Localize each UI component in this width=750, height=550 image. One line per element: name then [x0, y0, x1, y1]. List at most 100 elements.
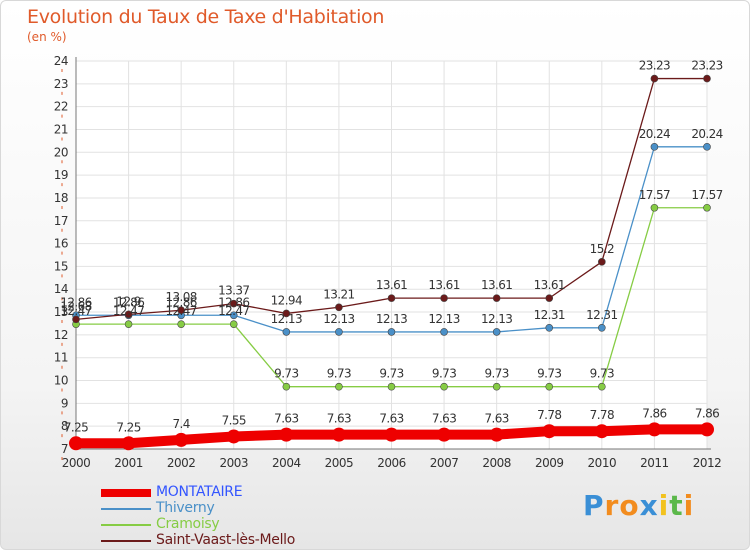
data-label: 12.47	[60, 304, 91, 318]
chart-unit-label: (en %)	[27, 30, 67, 44]
y-tick-label: 19	[54, 168, 68, 182]
x-tick-label: 2010	[588, 456, 617, 470]
data-point	[174, 432, 189, 447]
legend-label: Saint-Vaast-lès-Mello	[156, 532, 296, 548]
data-label: 7.78	[537, 408, 561, 422]
data-point	[700, 422, 714, 437]
data-point	[124, 310, 133, 319]
y-tick-label: 24	[54, 54, 68, 68]
data-label: 7.86	[695, 406, 719, 420]
data-point	[331, 427, 346, 442]
x-tick-label: 2008	[482, 456, 511, 470]
data-point	[440, 382, 448, 391]
data-label: 17.57	[691, 188, 722, 202]
data-point	[542, 424, 557, 439]
data-point	[177, 306, 185, 315]
data-label: 13.61	[481, 278, 512, 292]
data-point	[598, 382, 606, 391]
y-tick-label: 17	[54, 214, 68, 228]
data-point	[387, 382, 396, 391]
data-point	[387, 328, 396, 336]
y-tick-label: 13	[54, 305, 68, 319]
data-label: 12.47	[165, 304, 196, 318]
data-label: 9.73	[590, 367, 614, 381]
data-point	[650, 143, 659, 151]
data-point	[177, 320, 185, 328]
data-point	[69, 436, 83, 451]
y-tick-label: 11	[54, 351, 68, 365]
x-tick-label: 2003	[219, 456, 248, 470]
chart-title: Evolution du Taux de Taxe d'Habitation	[27, 6, 385, 28]
data-label: 9.73	[274, 367, 298, 381]
logo-letter: t	[669, 489, 684, 522]
data-point	[440, 328, 448, 336]
data-label: 7.25	[116, 420, 140, 434]
series-3	[72, 74, 711, 324]
data-point	[121, 436, 136, 451]
data-point	[72, 315, 80, 324]
y-tick-label: 10	[54, 374, 68, 388]
data-label: 12.47	[113, 304, 144, 318]
data-label: 12.68	[60, 299, 91, 313]
y-tick-label: 16	[54, 237, 68, 251]
x-tick-label: 2007	[430, 456, 459, 470]
data-labels: 12.86 12.86 12.86 12.86 12.13 12.13 12.13 12.13…	[60, 59, 723, 435]
data-point	[282, 309, 291, 318]
x-tick-label: 2004	[272, 456, 301, 470]
data-label: 12.47	[218, 304, 249, 318]
proxiti-logo: Proxiti	[583, 489, 694, 522]
legend-swatch	[101, 524, 151, 526]
data-label: 9.73	[379, 367, 403, 381]
data-label: 13.61	[534, 278, 565, 292]
x-tick-label: 2006	[377, 456, 406, 470]
y-tick-label: 21	[54, 122, 68, 136]
data-point	[282, 328, 291, 336]
y-tick-label: 15	[54, 259, 68, 273]
logo-letter: x	[639, 489, 659, 522]
data-label: 12.86	[60, 295, 91, 309]
legend-label: Cramoisy	[156, 516, 220, 532]
data-point	[335, 303, 343, 312]
data-point	[492, 382, 501, 391]
axes: 2000 2001 2002 2003 2004 2005 2006 2007 2008 2009…	[54, 54, 722, 470]
data-point	[703, 143, 711, 151]
series-layer	[69, 74, 714, 451]
data-label: 7.55	[222, 413, 246, 427]
data-point	[335, 382, 343, 391]
data-label: 12.9	[116, 294, 140, 308]
data-label: 12.31	[534, 308, 565, 322]
x-tick-label: 2012	[693, 456, 722, 470]
data-point	[492, 328, 501, 336]
data-label: 9.73	[485, 367, 509, 381]
data-label: 12.13	[323, 312, 354, 326]
data-point	[387, 294, 396, 302]
data-point	[437, 427, 452, 442]
x-tick-label: 2000	[62, 456, 91, 470]
data-label: 12.86	[218, 295, 249, 309]
logo-letter: P	[583, 489, 605, 522]
data-label: 13.08	[165, 290, 196, 304]
data-label: 13.61	[428, 278, 459, 292]
data-point	[492, 294, 501, 302]
data-label: 7.25	[64, 420, 88, 434]
data-point	[650, 203, 659, 212]
y-tick-label: 9	[61, 396, 68, 410]
data-label: 12.13	[428, 312, 459, 326]
data-point	[545, 382, 554, 391]
y-tick-label: 22	[54, 100, 68, 114]
data-point	[440, 294, 448, 302]
data-label: 9.73	[537, 367, 561, 381]
data-label: 7.63	[327, 412, 351, 426]
series-1	[72, 143, 711, 336]
y-tick-label: 8	[61, 419, 68, 433]
data-label: 7.78	[590, 408, 614, 422]
data-point	[598, 324, 606, 332]
x-tick-label: 2005	[325, 456, 354, 470]
data-label: 9.73	[432, 367, 456, 381]
data-label: 20.24	[691, 127, 722, 141]
data-label: 7.63	[485, 412, 509, 426]
data-label: 13.61	[376, 278, 407, 292]
x-tick-label: 2001	[114, 456, 143, 470]
logo-letter: r	[604, 489, 620, 522]
data-label: 13.21	[323, 287, 354, 301]
